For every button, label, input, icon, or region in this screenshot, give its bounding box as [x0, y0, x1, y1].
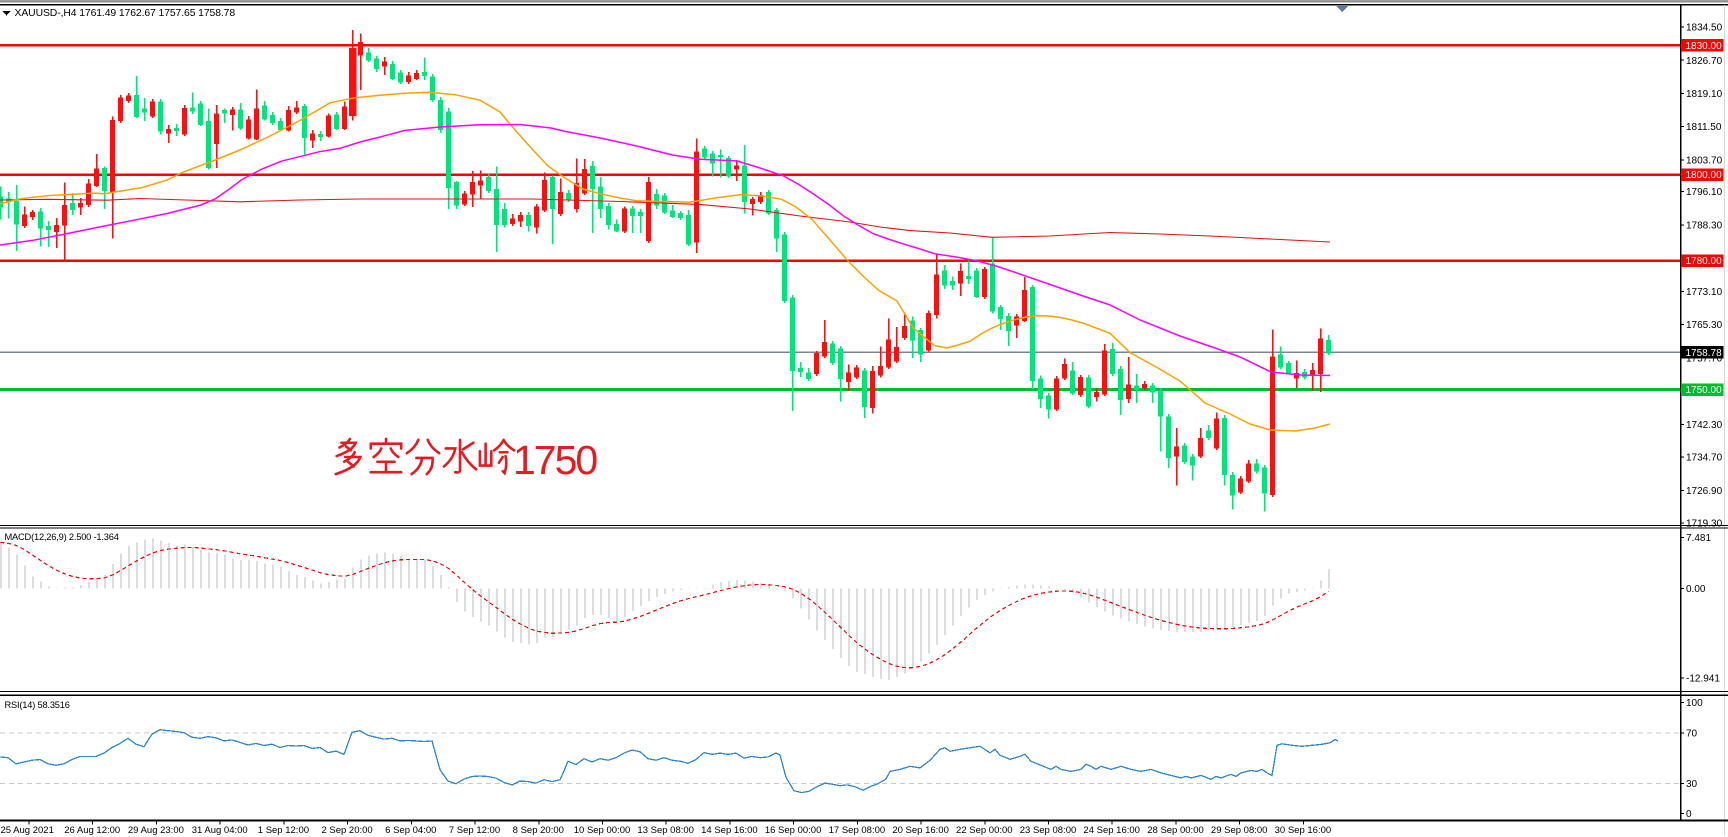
svg-text:22 Sep 00:00: 22 Sep 00:00: [956, 825, 1013, 836]
svg-text:1750.00: 1750.00: [1686, 385, 1723, 396]
svg-text:1757.70: 1757.70: [1686, 354, 1723, 365]
svg-text:1726.90: 1726.90: [1686, 486, 1723, 497]
svg-text:RSI(14) 58.3516: RSI(14) 58.3516: [5, 700, 70, 710]
svg-text:1758.78: 1758.78: [1686, 348, 1723, 359]
svg-text:1800.00: 1800.00: [1686, 170, 1723, 181]
svg-text:XAUUSD-,H4 1761.49 1762.67 17: XAUUSD-,H4 1761.49 1762.67 1757.65 1758.…: [15, 8, 236, 19]
svg-text:16 Sep 00:00: 16 Sep 00:00: [765, 825, 822, 836]
svg-text:20 Sep 16:00: 20 Sep 16:00: [892, 825, 949, 836]
svg-text:0.00: 0.00: [1686, 584, 1706, 595]
svg-text:2 Sep 20:00: 2 Sep 20:00: [321, 825, 372, 836]
svg-text:29 Sep 08:00: 29 Sep 08:00: [1211, 825, 1268, 836]
svg-text:1788.30: 1788.30: [1686, 220, 1723, 231]
svg-text:1780.00: 1780.00: [1686, 256, 1723, 267]
svg-text:29 Aug 23:00: 29 Aug 23:00: [128, 825, 184, 836]
svg-text:26 Aug 12:00: 26 Aug 12:00: [64, 825, 120, 836]
svg-text:100: 100: [1686, 698, 1703, 709]
svg-text:1803.70: 1803.70: [1686, 155, 1723, 166]
svg-text:0: 0: [1686, 809, 1692, 820]
svg-text:30 Sep 16:00: 30 Sep 16:00: [1275, 825, 1332, 836]
svg-text:6 Sep 04:00: 6 Sep 04:00: [385, 825, 436, 836]
svg-text:MACD(12,26,9) 2.500 -1.364: MACD(12,26,9) 2.500 -1.364: [5, 532, 119, 542]
svg-text:24 Sep 16:00: 24 Sep 16:00: [1083, 825, 1140, 836]
svg-text:28 Sep 00:00: 28 Sep 00:00: [1147, 825, 1204, 836]
svg-text:-12.941: -12.941: [1686, 674, 1720, 685]
svg-text:1750: 1750: [513, 437, 597, 483]
svg-text:1765.30: 1765.30: [1686, 320, 1723, 331]
svg-text:1796.10: 1796.10: [1686, 187, 1723, 198]
svg-text:30: 30: [1686, 779, 1698, 790]
svg-text:1742.30: 1742.30: [1686, 420, 1723, 431]
svg-text:1 Sep 12:00: 1 Sep 12:00: [258, 825, 309, 836]
svg-text:13 Sep 08:00: 13 Sep 08:00: [637, 825, 694, 836]
svg-text:1830.00: 1830.00: [1686, 41, 1723, 52]
svg-text:14 Sep 16:00: 14 Sep 16:00: [701, 825, 758, 836]
svg-text:10 Sep 00:00: 10 Sep 00:00: [574, 825, 631, 836]
svg-text:1811.50: 1811.50: [1686, 122, 1722, 133]
svg-text:70: 70: [1686, 729, 1698, 740]
svg-text:8 Sep 20:00: 8 Sep 20:00: [513, 825, 564, 836]
svg-text:7.481: 7.481: [1686, 533, 1711, 544]
svg-text:1819.10: 1819.10: [1686, 89, 1723, 100]
svg-text:23 Sep 08:00: 23 Sep 08:00: [1020, 825, 1077, 836]
svg-text:1826.70: 1826.70: [1686, 56, 1723, 67]
svg-text:1773.10: 1773.10: [1686, 287, 1723, 298]
svg-text:7 Sep 12:00: 7 Sep 12:00: [449, 825, 500, 836]
svg-text:1834.50: 1834.50: [1686, 23, 1723, 34]
svg-text:31 Aug 04:00: 31 Aug 04:00: [192, 825, 248, 836]
svg-text:1719.30: 1719.30: [1686, 519, 1723, 530]
svg-text:1734.70: 1734.70: [1686, 453, 1723, 464]
svg-text:17 Sep 08:00: 17 Sep 08:00: [829, 825, 886, 836]
svg-text:25 Aug 2021: 25 Aug 2021: [1, 825, 54, 836]
